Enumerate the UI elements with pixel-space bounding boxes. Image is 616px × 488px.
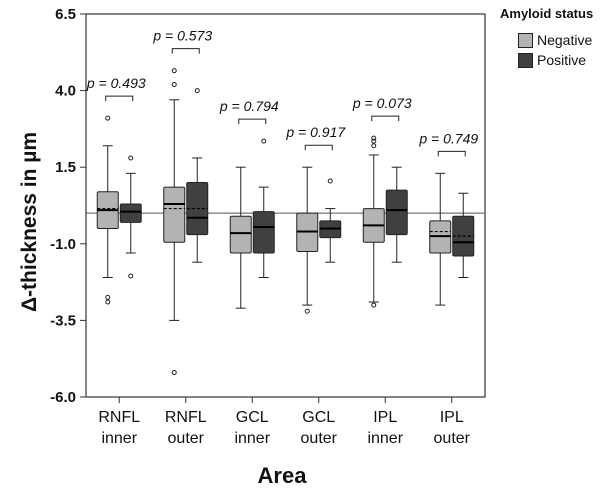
outlier-point [327, 178, 333, 184]
y-axis-title: Δ-thickness in µm [18, 132, 41, 312]
outlier-point [371, 138, 377, 144]
x-tick-label: inner [101, 430, 137, 447]
plot-frame [85, 13, 486, 398]
p-value-label: p = 0.573 [152, 28, 212, 44]
outlier-point [105, 299, 111, 305]
y-tick-label: -1.0 [50, 236, 76, 253]
x-tick-label: GCL [236, 409, 269, 426]
x-tick-label: inner [367, 430, 403, 447]
x-tick-label: outer [301, 430, 338, 447]
outlier-point [304, 308, 310, 314]
outlier-point [371, 143, 377, 149]
legend-label-positive: Positive [537, 52, 587, 68]
x-tick-label: RNFL [165, 409, 207, 426]
legend-label-negative: Negative [537, 32, 593, 48]
outlier-point [128, 155, 134, 161]
significance-bracket [371, 115, 400, 122]
y-tick-label: 6.5 [55, 6, 76, 23]
box-negative [229, 215, 252, 254]
box-positive [385, 189, 408, 236]
outlier-point [371, 135, 377, 141]
p-value-label: p = 0.749 [418, 130, 478, 146]
x-tick-label: outer [434, 430, 471, 447]
outlier-point [371, 302, 377, 308]
outlier-point [171, 369, 177, 375]
x-axis-title: Area [258, 463, 308, 488]
p-value-label: p = 0.794 [219, 98, 279, 114]
x-tick-label: outer [168, 430, 205, 447]
box-positive [252, 211, 275, 254]
y-tick-label: -3.5 [50, 312, 76, 329]
significance-bracket [238, 118, 267, 125]
outlier-point [194, 88, 200, 94]
x-tick-label: inner [234, 430, 270, 447]
significance-bracket [105, 95, 134, 102]
outlier-point [171, 81, 177, 87]
legend-swatch-negative [518, 32, 533, 48]
legend-swatch-positive [518, 52, 533, 68]
outlier-point [105, 115, 111, 121]
y-tick-label: 4.0 [55, 83, 76, 100]
p-value-label: p = 0.073 [352, 95, 412, 111]
outlier-point [128, 273, 134, 279]
box-positive [119, 203, 142, 223]
x-tick-label: RNFL [98, 409, 140, 426]
plot-area: 6.5 4.0 1.5 -1.0 -3.5 -6.0 RNFL inner p = 0.493 R… [50, 6, 486, 447]
x-tick-label: IPL [440, 409, 464, 426]
significance-bracket [437, 150, 466, 157]
box-negative [163, 186, 186, 243]
x-tick-label: GCL [302, 409, 335, 426]
legend-item-negative: Negative [518, 32, 592, 48]
outlier-point [171, 68, 177, 74]
significance-bracket [171, 48, 200, 54]
legend-title: Amyloid status [500, 6, 594, 21]
outlier-point [105, 294, 111, 300]
p-value-label: p = 0.493 [86, 75, 146, 91]
y-tick-label: -6.0 [50, 389, 76, 406]
legend-item-positive: Positive [518, 52, 586, 68]
significance-bracket [304, 144, 333, 151]
legend: Amyloid status Negative Positive [496, 6, 614, 72]
x-tick-label: IPL [373, 409, 397, 426]
p-value-label: p = 0.917 [285, 124, 346, 140]
y-tick-label: 1.5 [55, 159, 76, 176]
outlier-point [261, 138, 267, 144]
